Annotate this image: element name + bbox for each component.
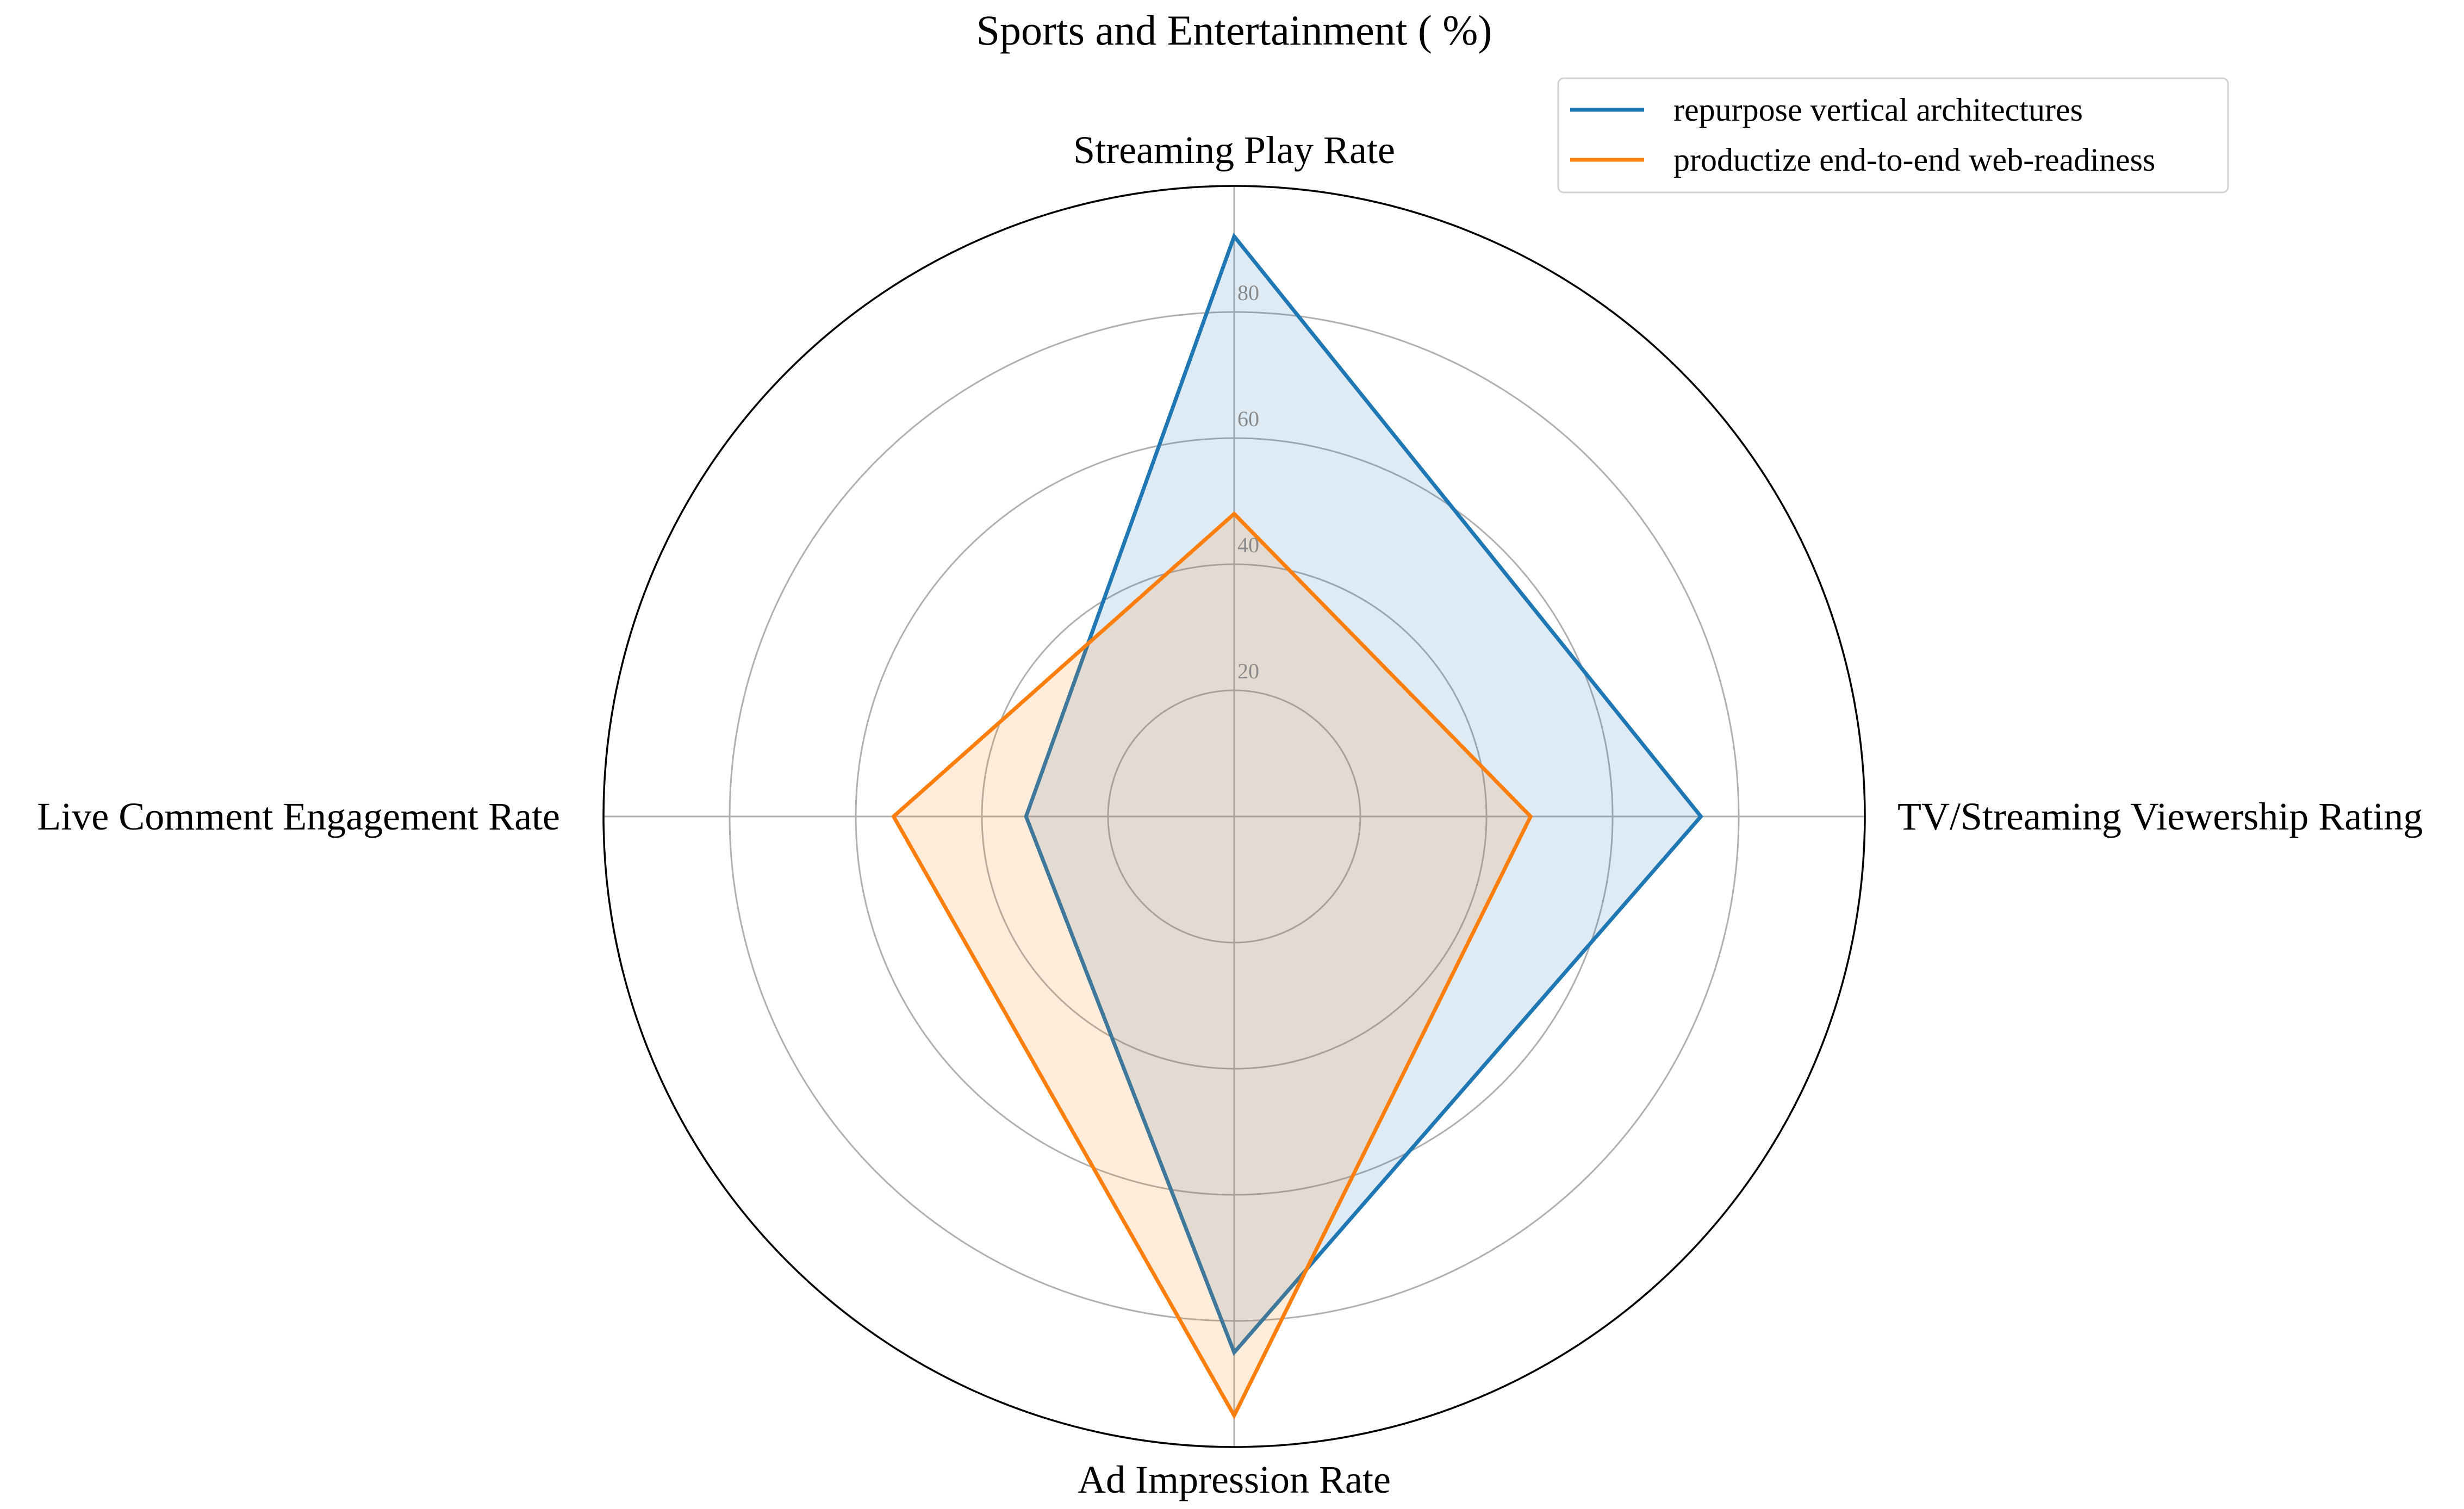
- legend-frame: [1557, 77, 2229, 194]
- axis-label-2: Ad Impression Rate: [1078, 1458, 1391, 1501]
- series-layer: [891, 232, 1703, 1420]
- series-1-point-1: [1530, 816, 1531, 817]
- axis-labels: Streaming Play Rate TV/Streaming Viewersh…: [37, 128, 2423, 1501]
- series-line-1: [891, 511, 1533, 1420]
- legend: repurpose vertical architectures producti…: [1557, 77, 2229, 194]
- series-fill-0: [1026, 236, 1701, 1352]
- outer-ring: [602, 185, 1866, 1448]
- series-0-point-1: [1700, 816, 1701, 817]
- radial-tick-labels: 20 40 60 80: [1237, 280, 1259, 683]
- legend-label-1: productize end-to-end web-readiness: [1673, 142, 2155, 178]
- radial-tick-label-20: 20: [1237, 659, 1259, 683]
- series-line-0: [1024, 232, 1703, 1356]
- series-fill-1: [893, 514, 1531, 1416]
- axis-label-3: Live Comment Engagement Rate: [37, 795, 560, 838]
- series-0-point-0: [1234, 236, 1235, 237]
- radial-tick-label-60: 60: [1237, 407, 1259, 431]
- chart-title: Sports and Entertainment ( %): [976, 7, 1492, 54]
- series-1-point-2: [1234, 1415, 1235, 1416]
- series-1-point-3: [893, 816, 894, 817]
- axis-label-0: Streaming Play Rate: [1073, 128, 1395, 172]
- radial-tick-label-80: 80: [1237, 280, 1259, 305]
- axis-label-1: TV/Streaming Viewership Rating: [1897, 795, 2423, 838]
- radial-grid: [602, 185, 1866, 1448]
- radial-tick-label-40: 40: [1237, 533, 1259, 557]
- legend-label-0: repurpose vertical architectures: [1673, 92, 2083, 128]
- series-1-point-0: [1234, 513, 1235, 514]
